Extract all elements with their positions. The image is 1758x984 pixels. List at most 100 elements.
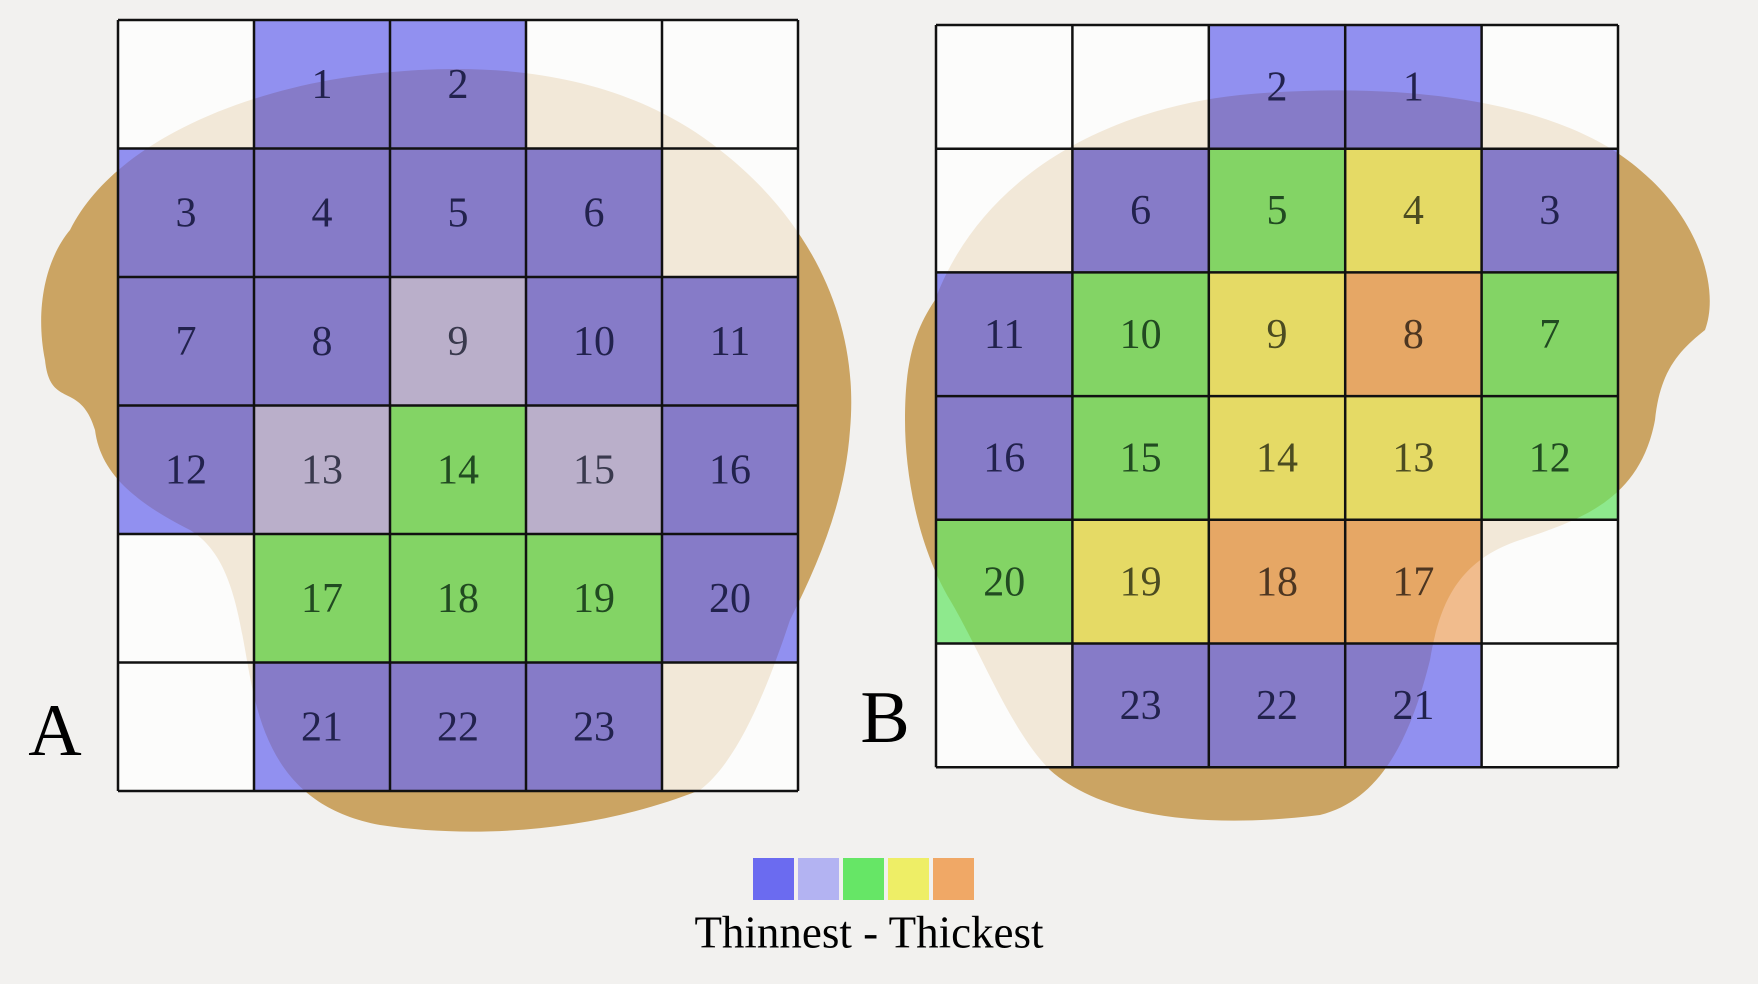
thickness-cell [390, 405, 526, 534]
cell-number: 20 [983, 559, 1025, 605]
cell-number: 17 [1392, 559, 1434, 605]
thickness-cell [1208, 519, 1346, 644]
thickness-cell [1072, 519, 1209, 644]
legend-swatch [753, 858, 794, 900]
cell-number: 16 [709, 447, 751, 493]
thickness-cell [254, 534, 390, 663]
empty-cell [526, 20, 662, 149]
thickness-cell [1072, 272, 1209, 397]
cell-number: 9 [448, 319, 469, 365]
thickness-cell [1208, 25, 1346, 149]
cell-number: 9 [1267, 312, 1288, 358]
empty-cell [662, 148, 798, 277]
thickness-cell [936, 396, 1073, 520]
cell-number: 19 [1120, 559, 1162, 605]
thickness-cell [526, 662, 662, 791]
thickness-cell [1345, 25, 1482, 149]
cell-number: 21 [1392, 683, 1434, 729]
thickness-cell [1072, 148, 1209, 273]
empty-cell [1481, 643, 1618, 768]
thickness-cell [526, 405, 662, 534]
thickness-cell [662, 405, 798, 534]
cell-number: 23 [1120, 683, 1162, 729]
cell-number: 2 [1267, 64, 1288, 110]
cell-number: 7 [1539, 312, 1560, 358]
thickness-cell [1208, 272, 1346, 397]
cell-number: 12 [1529, 436, 1571, 482]
thickness-cell [936, 272, 1073, 397]
legend-swatch [933, 858, 974, 900]
empty-cell [1481, 25, 1618, 149]
thickness-cell [936, 519, 1073, 644]
legend-swatch [843, 858, 884, 900]
cell-number: 13 [1392, 436, 1434, 482]
thickness-cell [1208, 148, 1346, 273]
empty-cell [662, 20, 798, 149]
thickness-cell [1208, 643, 1346, 768]
thickness-cell [390, 662, 526, 791]
empty-cell [1072, 25, 1209, 149]
thickness-cell [526, 277, 662, 406]
cell-number: 22 [437, 704, 479, 750]
empty-cell [936, 25, 1073, 149]
legend: Thinnest - Thickest [694, 858, 1044, 957]
cell-number: 23 [573, 704, 615, 750]
thickness-cell [254, 405, 390, 534]
cell-number: 10 [573, 319, 615, 365]
thickness-cell [1345, 148, 1482, 273]
thickness-cell [1481, 148, 1618, 273]
thickness-cell [662, 534, 798, 663]
cell-number: 6 [584, 190, 605, 236]
thickness-cell [1481, 272, 1618, 397]
thickness-cell [254, 148, 390, 277]
cell-number: 11 [984, 312, 1024, 358]
cell-number: 14 [437, 447, 479, 493]
cell-number: 18 [437, 576, 479, 622]
legend-caption: Thinnest - Thickest [694, 907, 1044, 957]
cell-number: 3 [176, 190, 197, 236]
cell-number: 5 [1267, 188, 1288, 234]
empty-cell [1481, 519, 1618, 644]
cell-number: 8 [1403, 312, 1424, 358]
empty-cell [118, 534, 254, 663]
cell-number: 3 [1539, 188, 1560, 234]
cell-number: 6 [1130, 188, 1151, 234]
thickness-cell [526, 534, 662, 663]
panel-label: B [860, 677, 909, 759]
thickness-cell [1345, 396, 1482, 520]
legend-swatch [888, 858, 929, 900]
legend-swatch [798, 858, 839, 900]
cell-number: 15 [1120, 436, 1162, 482]
thickness-cell [254, 20, 390, 149]
empty-cell [118, 662, 254, 791]
thickness-cell [390, 277, 526, 406]
cell-number: 2 [448, 62, 469, 108]
thickness-cell [1481, 396, 1618, 520]
thickness-cell [390, 534, 526, 663]
cell-number: 1 [312, 62, 333, 108]
thickness-cell [1345, 272, 1482, 397]
cell-number: 16 [983, 436, 1025, 482]
thickness-cell [118, 277, 254, 406]
cell-number: 13 [301, 447, 343, 493]
cell-number: 10 [1120, 312, 1162, 358]
cell-number: 5 [448, 190, 469, 236]
cell-number: 21 [301, 704, 343, 750]
cell-number: 19 [573, 576, 615, 622]
cell-number: 14 [1256, 436, 1298, 482]
thickness-cell [1345, 643, 1482, 768]
cell-number: 22 [1256, 683, 1298, 729]
cell-number: 17 [301, 576, 343, 622]
thickness-cell [1072, 396, 1209, 520]
thickness-cell [662, 277, 798, 406]
empty-cell [936, 643, 1073, 768]
cell-number: 4 [1403, 188, 1424, 234]
panel-label: A [28, 690, 81, 772]
thickness-cell [1072, 643, 1209, 768]
thickness-cell [526, 148, 662, 277]
cell-number: 1 [1403, 64, 1424, 110]
empty-cell [662, 662, 798, 791]
